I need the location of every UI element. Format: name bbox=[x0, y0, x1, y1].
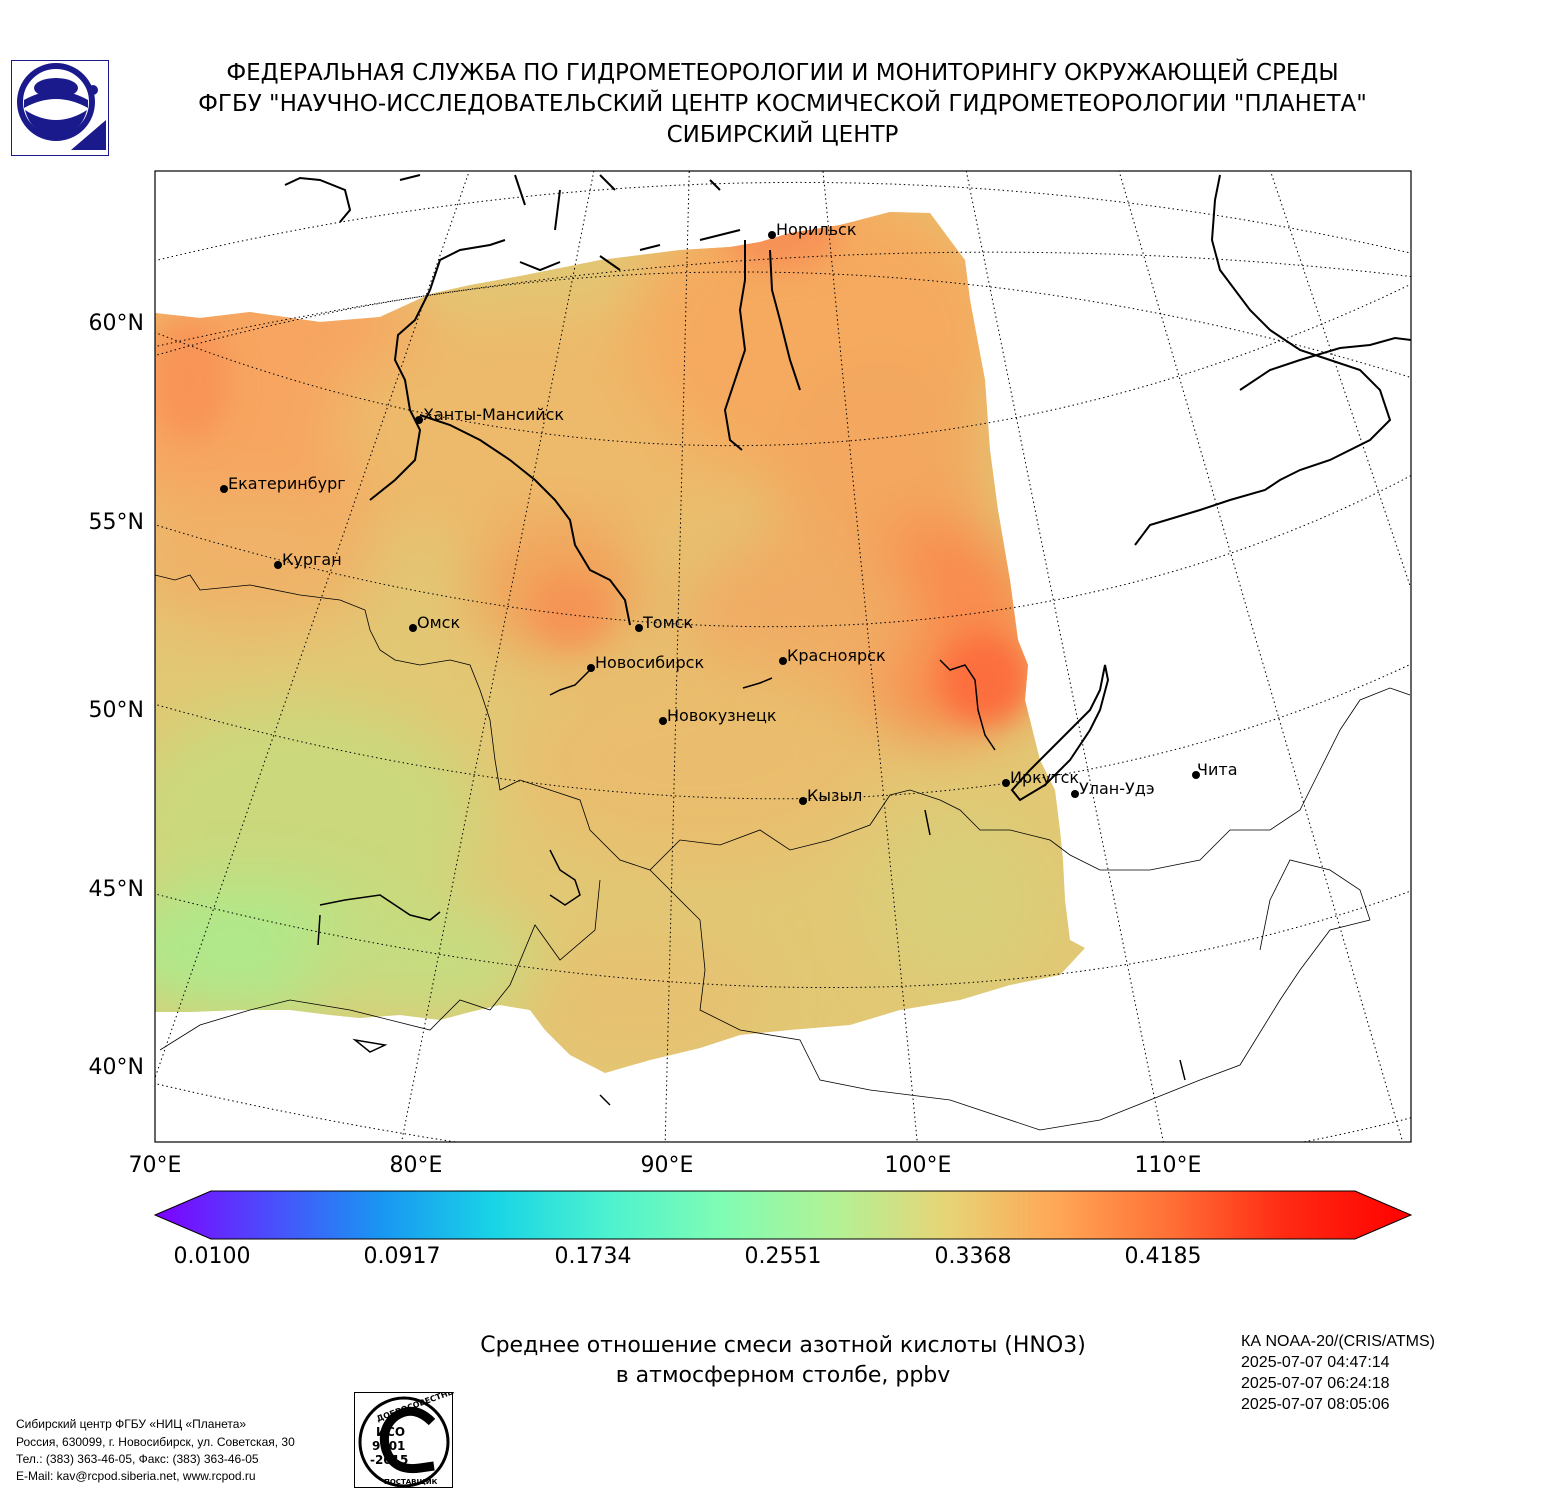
iso-text-3: -2015 bbox=[370, 1453, 408, 1467]
product-title-line-2: в атмосферном столбе, ppbv bbox=[615, 1363, 951, 1388]
header-line-2: ФГБУ "НАУЧНО-ИССЛЕДОВАТЕЛЬСКИЙ ЦЕНТР КОС… bbox=[198, 91, 1367, 117]
city-dot-kyzyl bbox=[799, 797, 807, 805]
hno3-field bbox=[155, 212, 1085, 1073]
city-dot-novosibirsk bbox=[587, 664, 595, 672]
iso-text-2: 9001 bbox=[372, 1439, 405, 1453]
colorbar-tick-1: 0.0917 bbox=[363, 1244, 441, 1269]
city-label-kyzyl: Кызыл bbox=[807, 786, 862, 805]
lon-label-70: 70°E bbox=[128, 1153, 182, 1178]
city-label-omsk: Омск bbox=[417, 613, 460, 632]
lat-label-60: 60°N bbox=[88, 311, 144, 336]
city-label-tomsk: Томск bbox=[642, 613, 693, 632]
city-label-krasnoyarsk: Красноярск bbox=[787, 646, 886, 665]
iso-9001-badge: ДОБРОСОВЕСТНЫЙ ИСО 9001 -2015 ПОСТАВЩИК bbox=[354, 1392, 454, 1488]
colorbar-tick-2: 0.1734 bbox=[554, 1244, 632, 1269]
lat-label-55: 55°N bbox=[88, 510, 144, 535]
city-dot-kurgan bbox=[274, 561, 282, 569]
city-markers: Норильск Ханты-Мансийск Екатеринбург Кур… bbox=[220, 220, 1238, 805]
lat-label-45: 45°N bbox=[88, 877, 144, 902]
city-label-novokuznetsk: Новокузнецк bbox=[667, 706, 777, 725]
city-dot-tomsk bbox=[635, 624, 643, 632]
lon-label-90: 90°E bbox=[640, 1153, 694, 1178]
header-line-1: ФЕДЕРАЛЬНАЯ СЛУЖБА ПО ГИДРОМЕТЕОРОЛОГИИ … bbox=[226, 60, 1339, 86]
graticule bbox=[155, 171, 1411, 1142]
iso-text-1: ИСО bbox=[376, 1425, 405, 1439]
lat-label-50: 50°N bbox=[88, 698, 144, 723]
city-dot-krasnoyarsk bbox=[779, 657, 787, 665]
city-dot-irkutsk bbox=[1002, 779, 1010, 787]
iso-bottom-text: ПОСТАВЩИК bbox=[384, 1478, 438, 1486]
map-figure: Норильск Ханты-Мансийск Екатеринбург Кур… bbox=[153, 170, 1413, 1240]
colorbar-tick-5: 0.4185 bbox=[1124, 1244, 1202, 1269]
contact-line-4: E-Mail: kav@rcpod.siberia.net, www.rcpod… bbox=[16, 1469, 256, 1483]
lat-label-40: 40°N bbox=[88, 1055, 144, 1080]
lon-label-110: 110°E bbox=[1134, 1153, 1202, 1178]
city-label-kurgan: Курган bbox=[282, 550, 342, 569]
city-dot-khanty-mansiysk bbox=[415, 416, 423, 424]
map-lines bbox=[155, 174, 1411, 1131]
contact-line-1: Сибирский центр ФГБУ «НИЦ «Планета» bbox=[16, 1417, 247, 1431]
city-label-novosibirsk: Новосибирск bbox=[595, 653, 704, 672]
colorbar-tick-0: 0.0100 bbox=[173, 1244, 251, 1269]
satellite-time-1: 2025-07-07 04:47:14 bbox=[1241, 1354, 1390, 1371]
colorbar-tick-4: 0.3368 bbox=[934, 1244, 1012, 1269]
colorbar-tick-3: 0.2551 bbox=[744, 1244, 822, 1269]
header-line-3: СИБИРСКИЙ ЦЕНТР bbox=[666, 122, 899, 148]
colorbar-bar bbox=[153, 1190, 1413, 1240]
city-dot-yekaterinburg bbox=[220, 485, 228, 493]
city-label-chita: Чита bbox=[1197, 760, 1238, 779]
city-dot-novokuznetsk bbox=[659, 717, 667, 725]
city-label-yekaterinburg: Екатеринбург bbox=[228, 474, 346, 493]
satellite-time-3: 2025-07-07 08:05:06 bbox=[1241, 1396, 1390, 1413]
satellite-time-2: 2025-07-07 06:24:18 bbox=[1241, 1375, 1390, 1392]
city-label-khanty-mansiysk: Ханты-Мансийск bbox=[423, 405, 564, 424]
contact-line-3: Тел.: (383) 363-46-05, Факс: (383) 363-4… bbox=[16, 1452, 259, 1466]
city-dot-norilsk bbox=[768, 231, 776, 239]
city-dot-chita bbox=[1192, 771, 1200, 779]
city-label-norilsk: Норильск bbox=[776, 220, 857, 239]
contact-line-2: Россия, 630099, г. Новосибирск, ул. Сове… bbox=[16, 1435, 295, 1449]
satellite-name: КА NOAA-20/(CRIS/ATMS) bbox=[1241, 1333, 1435, 1350]
city-dot-ulan-ude bbox=[1071, 790, 1079, 798]
city-label-irkutsk: Иркутск bbox=[1010, 768, 1079, 787]
lon-label-100: 100°E bbox=[884, 1153, 952, 1178]
planeta-logo bbox=[11, 60, 109, 156]
colorbar bbox=[153, 1190, 1413, 1240]
map-frame bbox=[154, 170, 1412, 1143]
product-title-line-1: Среднее отношение смеси азотной кислоты … bbox=[480, 1333, 1086, 1358]
city-label-ulan-ude: Улан-Удэ bbox=[1079, 779, 1155, 798]
lon-label-80: 80°E bbox=[389, 1153, 443, 1178]
city-dot-omsk bbox=[409, 624, 417, 632]
